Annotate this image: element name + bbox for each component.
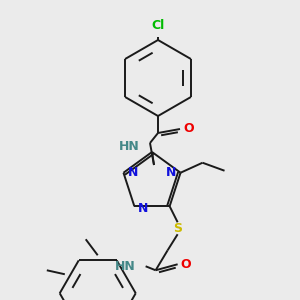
Text: Cl: Cl [152, 19, 165, 32]
Text: N: N [138, 202, 149, 215]
Text: N: N [166, 166, 176, 179]
Text: O: O [183, 122, 194, 136]
Text: HN: HN [119, 140, 140, 154]
Text: O: O [181, 258, 191, 271]
Text: S: S [173, 222, 182, 235]
Text: HN: HN [115, 260, 136, 273]
Text: N: N [128, 166, 138, 179]
